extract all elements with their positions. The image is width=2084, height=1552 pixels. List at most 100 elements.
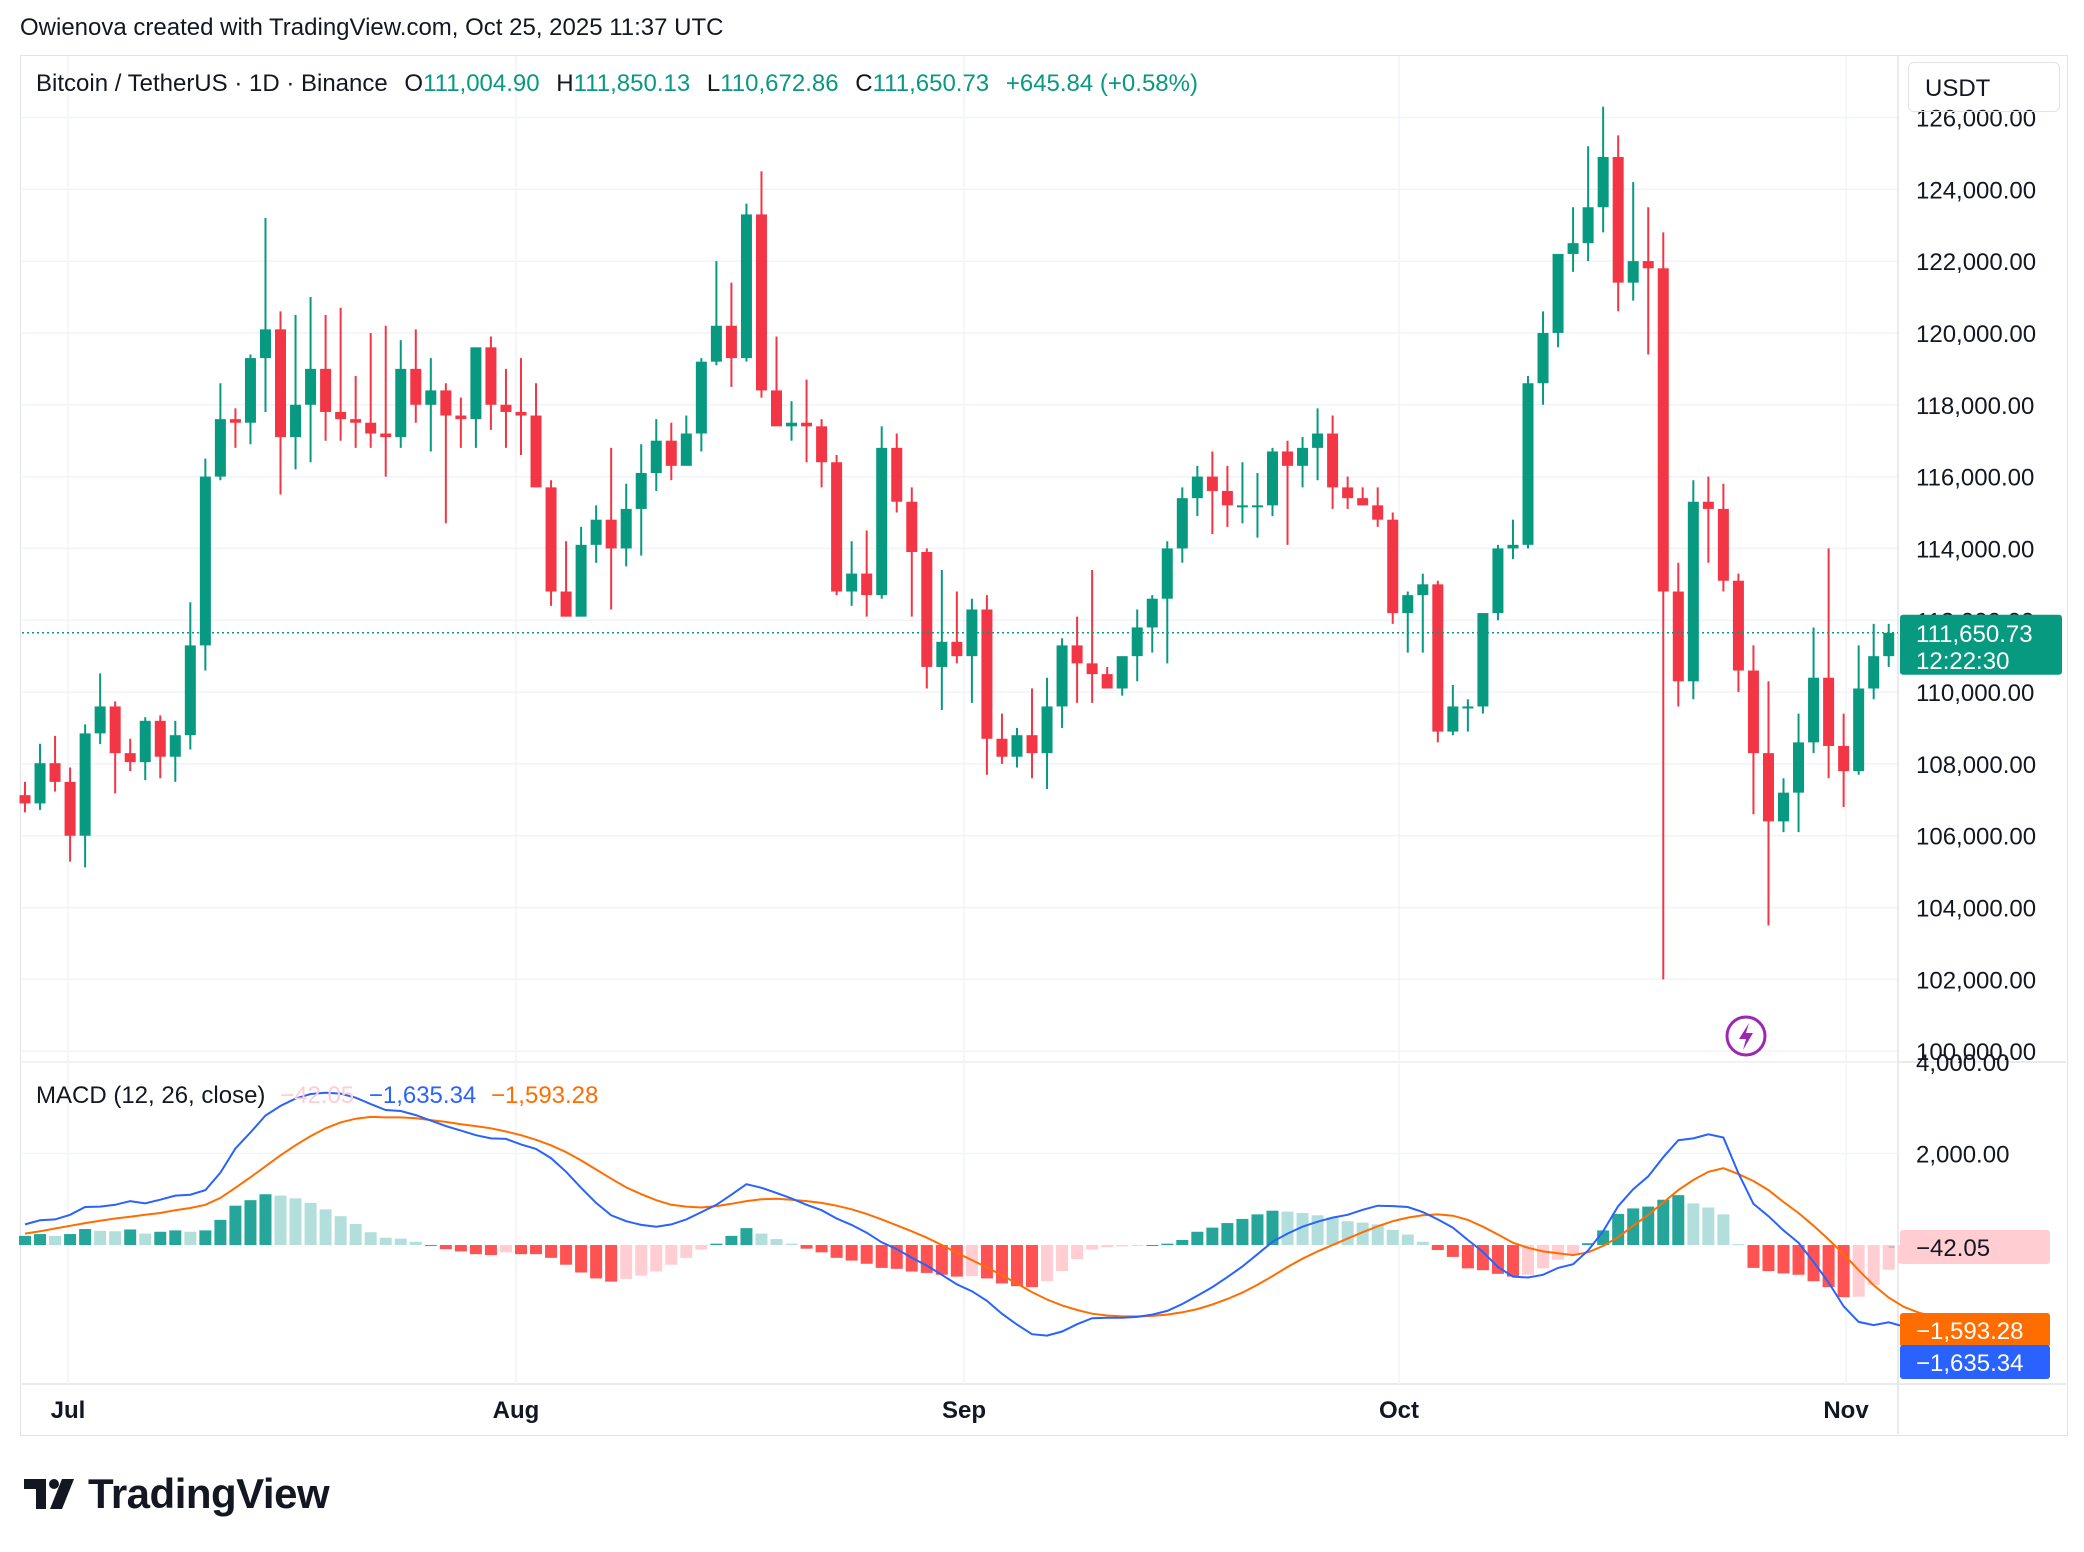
- macd-histogram-bar: [1537, 1245, 1550, 1269]
- macd-histogram-bar: [1476, 1245, 1489, 1271]
- candle-body: [1086, 663, 1098, 675]
- candle-body: [455, 415, 467, 420]
- macd-histogram-bar: [469, 1245, 482, 1255]
- macd-histogram-bar: [1491, 1245, 1504, 1274]
- candle-body: [1282, 451, 1294, 466]
- candle-body: [1026, 735, 1038, 754]
- grid-lines: [22, 56, 2066, 1434]
- candles: [19, 106, 1895, 980]
- macd-histogram-bar: [514, 1245, 527, 1255]
- macd-histogram-bar: [680, 1245, 693, 1258]
- macd-histogram-bar: [665, 1245, 678, 1265]
- candle-body: [1657, 268, 1669, 592]
- macd-title[interactable]: MACD (12, 26, close): [36, 1082, 266, 1109]
- macd-histogram-bar: [1687, 1203, 1700, 1246]
- open-label: O: [404, 70, 424, 97]
- candle-body: [335, 411, 347, 420]
- candle-body: [1823, 677, 1835, 746]
- candle-body: [154, 720, 166, 757]
- macd-histogram-bar: [1792, 1245, 1805, 1275]
- candle-body: [876, 447, 888, 596]
- candle-body: [530, 415, 542, 488]
- macd-histogram-bar: [785, 1243, 798, 1246]
- time-tick-label: Nov: [1823, 1397, 1869, 1424]
- macd-histogram-bar: [259, 1194, 272, 1246]
- time-tick-label: Sep: [942, 1397, 986, 1424]
- candle-body: [1101, 674, 1113, 689]
- candle-body: [1778, 792, 1790, 822]
- candle-body: [1582, 207, 1594, 244]
- macd-histogram-bar: [575, 1245, 588, 1273]
- candle-body: [1868, 656, 1880, 689]
- macd-tick-label: 4,000.00: [1916, 1050, 2009, 1077]
- candle-body: [1507, 544, 1519, 549]
- candle-body: [1297, 447, 1309, 466]
- macd-histogram-bar: [740, 1228, 753, 1246]
- macd-histogram-bar: [950, 1245, 963, 1277]
- macd-histogram-bar: [845, 1245, 858, 1261]
- macd-histogram-bar: [875, 1245, 888, 1268]
- time-tick-label: Aug: [493, 1397, 540, 1424]
- candle-body: [199, 476, 211, 646]
- macd-histogram-bar: [1146, 1245, 1159, 1247]
- candle-body: [1447, 706, 1459, 732]
- macd-value-badge-label: −1,635.34: [1916, 1350, 2023, 1377]
- macd-histogram-bar: [439, 1245, 452, 1250]
- tradingview-logo[interactable]: TradingView: [24, 1470, 330, 1518]
- macd-histogram-bar: [1717, 1214, 1730, 1246]
- macd-histogram-bar: [1086, 1245, 1099, 1250]
- macd-histogram-bar: [1010, 1245, 1023, 1287]
- macd-histogram-bar: [725, 1235, 738, 1246]
- macd-histogram-bar: [1041, 1245, 1054, 1282]
- macd-histogram-bar: [1296, 1212, 1309, 1246]
- macd-histogram-bar: [1101, 1245, 1114, 1248]
- candle-body: [1056, 645, 1068, 707]
- macd-histogram-bar: [139, 1233, 152, 1246]
- macd-line: [24, 1091, 1980, 1337]
- candle-body: [305, 368, 317, 405]
- close-label: C: [855, 70, 873, 97]
- macd-histogram-bar: [424, 1245, 437, 1247]
- macd-histogram-bar: [454, 1245, 467, 1252]
- macd-histogram-bar: [1386, 1229, 1399, 1246]
- lightning-icon-ring: [1725, 1015, 1767, 1057]
- candle-body: [1432, 584, 1444, 732]
- candle-body: [1612, 156, 1624, 283]
- candle-body: [680, 433, 692, 466]
- currency-unit-button[interactable]: USDT: [1908, 62, 2060, 112]
- candle-body: [1567, 243, 1579, 254]
- candle-body: [1116, 656, 1128, 689]
- symbol-title[interactable]: Bitcoin / TetherUS · 1D · Binance: [36, 70, 388, 97]
- macd-value-badge: [1900, 1229, 2050, 1264]
- candle-body: [605, 519, 617, 549]
- lightning-icon[interactable]: [1725, 1015, 1767, 1057]
- time-tick-label: Oct: [1379, 1397, 1419, 1424]
- macd-histogram-bar: [920, 1245, 933, 1273]
- macd-histogram-bar: [1251, 1214, 1264, 1246]
- macd-histogram-bar: [154, 1231, 167, 1246]
- macd-hist-value: −42.05: [280, 1082, 355, 1109]
- candle-body: [440, 390, 452, 416]
- price-tick-label: 102,000.00: [1916, 967, 2036, 994]
- candle-body: [891, 447, 903, 502]
- candle-body: [1477, 613, 1489, 707]
- macd-histogram-bar: [1326, 1217, 1339, 1246]
- change-value: +645.84 (+0.58%): [1005, 70, 1198, 97]
- candle-body: [1793, 742, 1805, 793]
- candle-body: [470, 347, 482, 420]
- macd-histogram-bar: [1356, 1222, 1369, 1246]
- macd-histogram-bar: [19, 1235, 31, 1246]
- candle-body: [184, 645, 196, 736]
- candle-body: [380, 433, 392, 438]
- high-value: 111,850.13: [573, 70, 691, 97]
- last-price-badge: [1900, 614, 2062, 675]
- candle-body: [1176, 498, 1188, 549]
- candle-body: [485, 347, 497, 405]
- macd-histogram-bar: [620, 1245, 633, 1279]
- macd-histogram-bar: [1116, 1245, 1129, 1247]
- candle-body: [695, 361, 707, 434]
- candle-body: [650, 440, 662, 474]
- macd-histogram-bar: [1506, 1245, 1519, 1277]
